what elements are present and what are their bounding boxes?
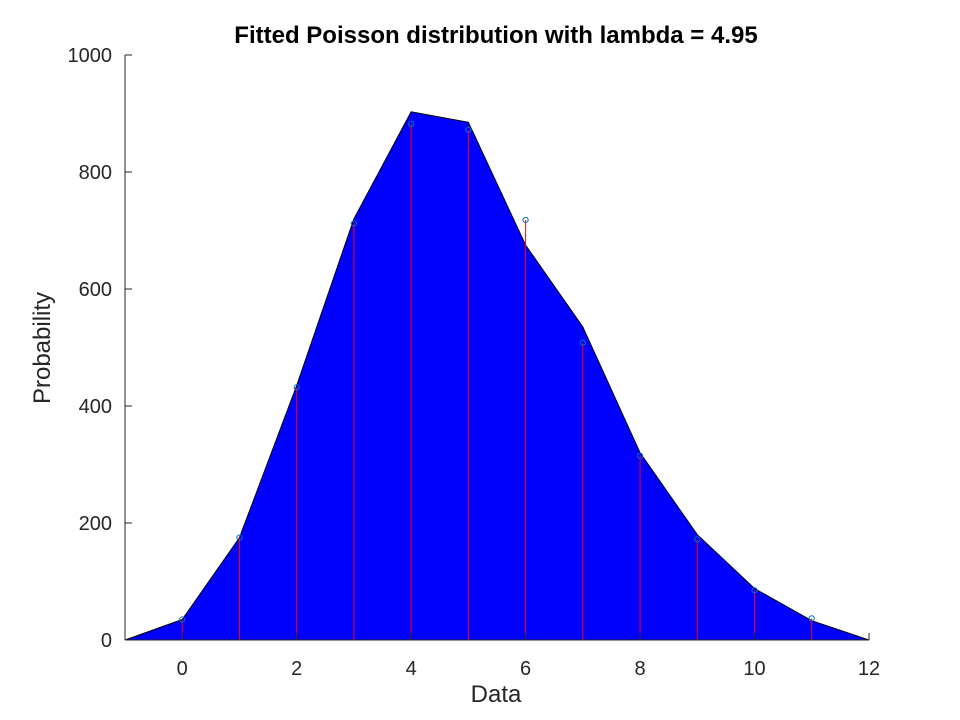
y-tick-label: 200 bbox=[79, 513, 112, 535]
stem-marker bbox=[808, 615, 815, 622]
stem-marker bbox=[408, 120, 415, 128]
stem-marker bbox=[350, 220, 358, 227]
stem-marker bbox=[293, 384, 300, 391]
y-tick-label: 1000 bbox=[68, 45, 113, 67]
x-tick-label: 4 bbox=[406, 658, 417, 680]
stem-marker bbox=[579, 339, 586, 346]
y-tick-label: 400 bbox=[79, 396, 112, 418]
axes: 0 2 4 6 8 10 12 0 200 400 600 800 1000 bbox=[68, 45, 881, 680]
stem-marker bbox=[465, 126, 472, 133]
x-tick-label: 6 bbox=[520, 658, 531, 680]
x-tick-label: 0 bbox=[177, 658, 188, 680]
stem-marker bbox=[636, 452, 644, 459]
plot-area bbox=[124, 111, 870, 641]
x-axis-label: Data bbox=[471, 681, 522, 708]
stem-marker bbox=[179, 616, 186, 623]
y-tick-label: 600 bbox=[79, 279, 112, 301]
stem-marker bbox=[751, 587, 758, 594]
chart-title: Fitted Poisson distribution with lambda … bbox=[234, 22, 757, 49]
y-tick-label: 800 bbox=[79, 162, 112, 184]
stem-marker bbox=[236, 534, 243, 541]
y-tick-label: 0 bbox=[101, 630, 112, 652]
x-tick-label: 8 bbox=[635, 658, 646, 680]
x-tick-label: 10 bbox=[743, 658, 765, 680]
x-tick-label: 12 bbox=[858, 658, 880, 680]
stem-marker bbox=[694, 536, 701, 543]
x-tick-label: 2 bbox=[291, 658, 302, 680]
y-axis-label: Probability bbox=[29, 292, 56, 404]
stem-marker bbox=[522, 216, 529, 224]
